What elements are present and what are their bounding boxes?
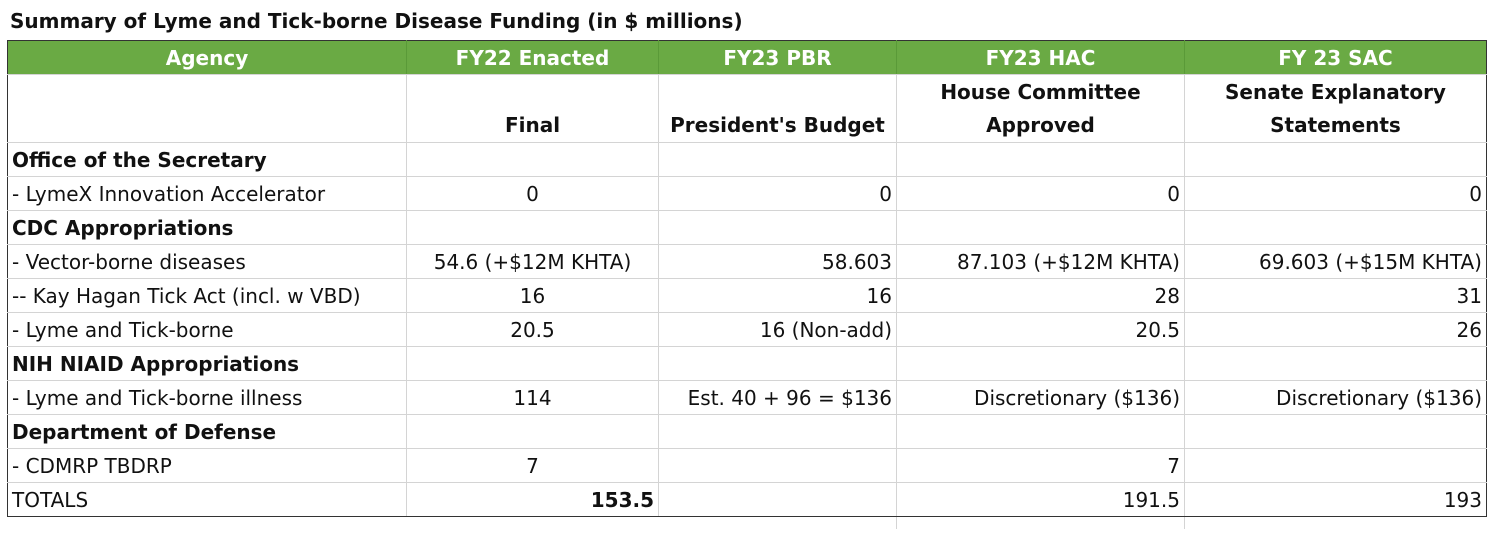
row-label: - CDMRP TBDRP <box>7 448 407 483</box>
total-fy22: 153.5 <box>406 482 659 517</box>
header-fy23-pbr: FY23 PBR <box>658 40 897 75</box>
row-label: - LymeX Innovation Accelerator <box>7 176 407 211</box>
table-cell: 7 <box>406 448 659 483</box>
table-cell: 28 <box>896 278 1185 313</box>
table-cell <box>896 414 1185 449</box>
table-cell <box>658 346 897 381</box>
total-hac: 191.5 <box>896 482 1185 517</box>
table-cell: 7 <box>896 448 1185 483</box>
table-cell: Discretionary ($136) <box>896 380 1185 415</box>
header-agency: Agency <box>7 40 407 75</box>
subheader-sac-line1: Senate Explanatory <box>1225 80 1446 104</box>
table-cell <box>406 142 659 177</box>
table-cell <box>406 210 659 245</box>
row-label: - Lyme and Tick-borne <box>7 312 407 347</box>
table-cell <box>896 210 1185 245</box>
totals-row: TOTALS 153.5 191.5 193 <box>7 482 1487 517</box>
section-label: CDC Appropriations <box>7 210 407 245</box>
table-row: - LymeX Innovation Accelerator 0 0 0 0 <box>7 176 1487 211</box>
subheader-fy22: Final <box>406 74 659 143</box>
table-cell: Est. 40 + 96 = $136 <box>658 380 897 415</box>
table-cell <box>406 414 659 449</box>
table-cell <box>896 142 1185 177</box>
total-sac: 193 <box>1184 482 1487 517</box>
table-cell: 26 <box>1184 312 1487 347</box>
row-label: - Lyme and Tick-borne illness <box>7 380 407 415</box>
funding-table: Agency FY22 Enacted FY23 PBR FY23 HAC FY… <box>7 40 1487 517</box>
gridline-stub <box>1184 517 1185 529</box>
table-cell: 31 <box>1184 278 1487 313</box>
table-cell: 87.103 (+$12M KHTA) <box>896 244 1185 279</box>
section-label: NIH NIAID Appropriations <box>7 346 407 381</box>
total-pbr <box>658 482 897 517</box>
gridline-stub <box>896 517 897 529</box>
table-row: - Lyme and Tick-borne 20.5 16 (Non-add) 20.… <box>7 312 1487 347</box>
table-cell: 54.6 (+$12M KHTA) <box>406 244 659 279</box>
header-fy23-hac: FY23 HAC <box>896 40 1185 75</box>
section-label: Department of Defense <box>7 414 407 449</box>
table-row: - Lyme and Tick-borne illness 114 Est. 40 … <box>7 380 1487 415</box>
subheader-pbr: President's Budget <box>658 74 897 143</box>
table-cell: 20.5 <box>896 312 1185 347</box>
table-cell <box>1184 210 1487 245</box>
section-row: Department of Defense <box>7 414 1487 449</box>
subheader-sac: Senate Explanatory Statements <box>1184 74 1487 143</box>
table-cell: 0 <box>658 176 897 211</box>
table-cell: 58.603 <box>658 244 897 279</box>
section-row: Office of the Secretary <box>7 142 1487 177</box>
table-cell: 16 (Non-add) <box>658 312 897 347</box>
table-cell <box>1184 142 1487 177</box>
section-row: NIH NIAID Appropriations <box>7 346 1487 381</box>
subheader-hac-line2: Approved <box>986 113 1095 137</box>
table-cell: 20.5 <box>406 312 659 347</box>
table-cell: 16 <box>406 278 659 313</box>
table-cell <box>658 414 897 449</box>
row-label: - Vector-borne diseases <box>7 244 407 279</box>
subheader-row: Final President's Budget House Committee… <box>7 74 1487 143</box>
table-cell: 114 <box>406 380 659 415</box>
table-cell: 16 <box>658 278 897 313</box>
row-label: -- Kay Hagan Tick Act (incl. w VBD) <box>7 278 407 313</box>
subheader-empty <box>7 74 407 143</box>
header-row: Agency FY22 Enacted FY23 PBR FY23 HAC FY… <box>7 40 1487 75</box>
table-cell: 0 <box>896 176 1185 211</box>
table-row: - Vector-borne diseases 54.6 (+$12M KHTA)… <box>7 244 1487 279</box>
table-cell: 69.603 (+$15M KHTA) <box>1184 244 1487 279</box>
table-cell <box>406 346 659 381</box>
subheader-hac: House Committee Approved <box>896 74 1185 143</box>
section-label: Office of the Secretary <box>7 142 407 177</box>
subheader-hac-line1: House Committee <box>940 80 1141 104</box>
table-cell <box>1184 414 1487 449</box>
table-cell <box>896 346 1185 381</box>
table-cell <box>1184 448 1487 483</box>
table-title: Summary of Lyme and Tick-borne Disease F… <box>10 9 743 33</box>
header-fy22-enacted: FY22 Enacted <box>406 40 659 75</box>
table-cell: 0 <box>1184 176 1487 211</box>
table-row: -- Kay Hagan Tick Act (incl. w VBD) 16 16 2… <box>7 278 1487 313</box>
table-cell <box>658 142 897 177</box>
totals-label: TOTALS <box>7 482 407 517</box>
section-row: CDC Appropriations <box>7 210 1487 245</box>
header-fy23-sac: FY 23 SAC <box>1184 40 1487 75</box>
table-cell <box>1184 346 1487 381</box>
table-cell <box>658 448 897 483</box>
table-cell <box>658 210 897 245</box>
subheader-sac-line2: Statements <box>1270 113 1401 137</box>
table-row: - CDMRP TBDRP 7 7 <box>7 448 1487 483</box>
table-cell: 0 <box>406 176 659 211</box>
table-cell: Discretionary ($136) <box>1184 380 1487 415</box>
